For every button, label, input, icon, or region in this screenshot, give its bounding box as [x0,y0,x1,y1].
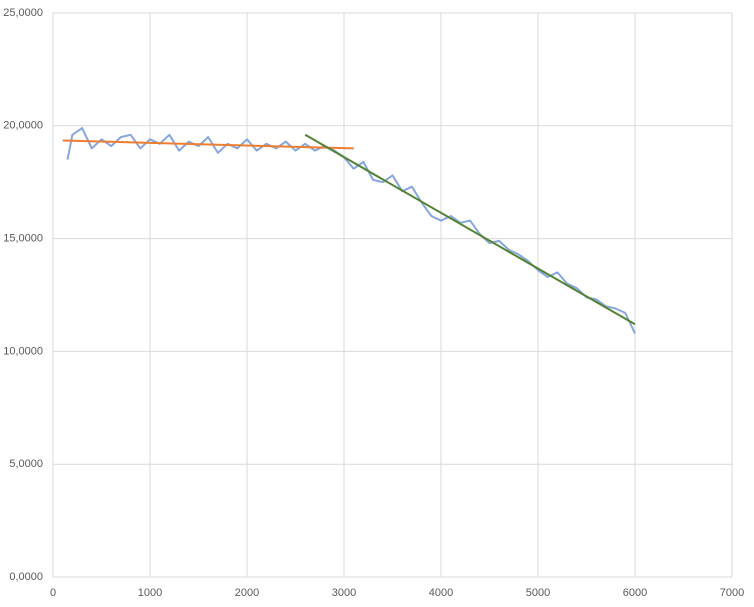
x-tick-label: 3000 [332,587,356,599]
data-line [304,133,636,326]
y-tick-label: 15,0000 [3,233,43,245]
x-tick-label: 2000 [235,587,259,599]
x-tick-label: 1000 [138,587,162,599]
x-tick-label: 0 [50,587,56,599]
y-tick-label: 5,0000 [9,458,43,470]
x-tick-label: 4000 [429,587,453,599]
y-tick-label: 25,0000 [3,7,43,19]
data-line [66,127,636,334]
data-line [62,139,354,150]
y-tick-label: 20,0000 [3,120,43,132]
x-tick-label: 5000 [526,587,550,599]
x-tick-label: 6000 [623,587,647,599]
y-tick-label: 0,0000 [9,571,43,583]
x-tick-label: 7000 [720,587,744,599]
y-tick-label: 10,0000 [3,345,43,357]
